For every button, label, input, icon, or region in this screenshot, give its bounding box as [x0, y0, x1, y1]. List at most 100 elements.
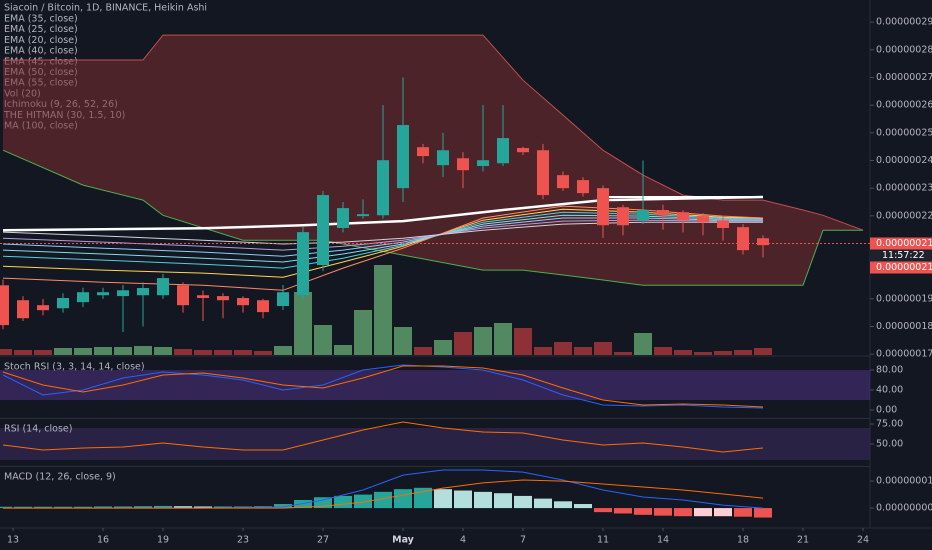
y-tick-label: 80.00 [876, 365, 903, 376]
candle-body [537, 150, 549, 196]
volume-bar [134, 346, 152, 355]
macd-histogram-bar [474, 491, 492, 509]
indicator-line [3, 479, 764, 509]
legend-entry: EMA (40, close) [4, 46, 78, 57]
macd-histogram-bar [294, 499, 312, 509]
volume-bar [474, 327, 492, 355]
x-tick-label: 4 [460, 535, 466, 546]
volume-bar [194, 350, 212, 355]
candle-body [217, 296, 229, 301]
macd-histogram-bar [614, 508, 632, 514]
y-tick-label: 0.00000025 [876, 127, 932, 138]
macd-histogram-bar [554, 501, 572, 509]
candle-body [137, 288, 149, 296]
volume-bar [374, 265, 392, 355]
macd-histogram-bar [274, 504, 292, 509]
volume-bar [274, 346, 292, 355]
volume-bar [554, 342, 572, 355]
volume-bar [334, 345, 352, 355]
candle-body [97, 292, 109, 296]
macd-histogram-bar [174, 506, 192, 509]
candle-body [637, 210, 649, 221]
volume-bar [0, 349, 12, 355]
price-label-box [870, 237, 932, 250]
macd-histogram-bar [214, 506, 232, 509]
candle-body [357, 214, 369, 217]
candle-body [557, 175, 569, 189]
candle-body [277, 292, 289, 307]
legend-entry: EMA (20, close) [4, 35, 78, 46]
y-tick-label: 50.00 [876, 439, 903, 450]
volume-bar [634, 333, 652, 355]
candle-body [517, 148, 529, 153]
volume-bar [94, 347, 112, 355]
volume-bar [234, 350, 252, 355]
volume-bar [514, 328, 532, 355]
y-tick-label: 0.00000028 [876, 44, 932, 55]
indicator-line [3, 469, 764, 509]
y-tick-label: 0.00000000 [876, 503, 932, 514]
macd-histogram-bar [514, 495, 532, 509]
volume-bar [314, 325, 332, 355]
candle-body [717, 220, 729, 228]
candle-body [457, 158, 469, 171]
macd-histogram-bar [54, 506, 72, 509]
y-tick-label: 0.00000022 [876, 210, 932, 221]
volume-bar [434, 340, 452, 355]
macd-histogram-bar [674, 508, 692, 517]
countdown-box [870, 249, 932, 262]
price-label: 0.00000021 [876, 238, 932, 249]
volume-bar [214, 350, 232, 355]
volume-bar [574, 347, 592, 355]
macd-histogram-bar [354, 494, 372, 509]
volume-bar [14, 350, 32, 355]
volume-bar [254, 351, 272, 355]
macd-histogram-bar [494, 493, 512, 509]
volume-bar [174, 349, 192, 355]
study-line [2, 208, 764, 278]
volume-bar [534, 347, 552, 355]
macd-histogram-bar [14, 506, 32, 509]
macd-histogram-bar [134, 506, 152, 509]
volume-bar [414, 347, 432, 355]
candle-body [237, 298, 249, 306]
candle-body [17, 300, 29, 319]
candle-body [57, 298, 69, 309]
macd-histogram-bar [574, 504, 592, 509]
x-tick-label: 14 [657, 535, 669, 546]
volume-bar [54, 348, 72, 355]
x-tick-label: 13 [7, 535, 19, 546]
price-label-box [870, 261, 932, 274]
y-tick-label: 0.00000017 [876, 349, 932, 360]
y-tick-label: 0.00000023 [876, 183, 932, 194]
candle-body [117, 290, 129, 297]
study-line [2, 205, 764, 291]
macd-histogram-bar [734, 508, 752, 517]
macd-histogram-bar [454, 490, 472, 509]
volume-bar [754, 348, 772, 355]
pane-title: MACD (12, 26, close, 9) [4, 472, 116, 483]
y-tick-label: 0.00000026 [876, 100, 932, 111]
cloud-upper [3, 34, 864, 231]
x-tick-label: 21 [797, 535, 809, 546]
study-line [2, 211, 764, 269]
macd-histogram-bar [634, 508, 652, 515]
volume-bar [294, 292, 312, 355]
candle-body [617, 207, 629, 226]
macd-histogram-bar [374, 491, 392, 509]
legend-entry: EMA (25, close) [4, 24, 78, 35]
volume-bar [154, 347, 172, 355]
candle-body [437, 150, 449, 166]
macd-histogram-bar [534, 498, 552, 509]
macd-histogram-bar [194, 506, 212, 509]
candle-body [77, 292, 89, 303]
volume-bar [394, 327, 412, 355]
candle-body [397, 125, 409, 189]
study-line [2, 214, 763, 263]
band [0, 428, 870, 460]
chart-title: Siacoin / Bitcoin, 1D, BINANCE, Heikin A… [4, 3, 207, 14]
macd-histogram-bar [34, 506, 52, 509]
macd-histogram-bar [594, 508, 612, 513]
candle-body [697, 216, 709, 223]
